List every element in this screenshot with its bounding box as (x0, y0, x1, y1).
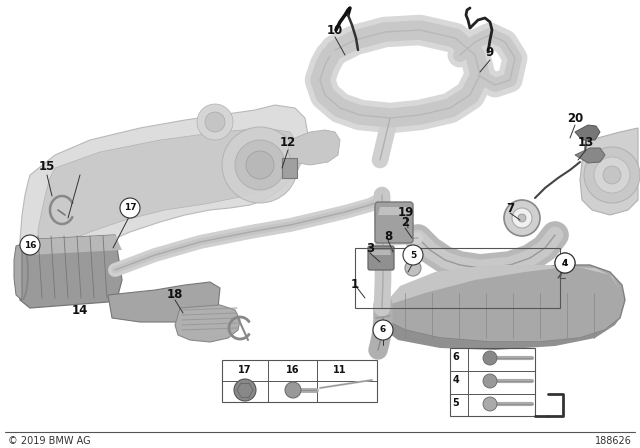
Circle shape (483, 351, 497, 365)
Circle shape (373, 320, 393, 340)
Text: 17: 17 (124, 203, 136, 212)
Text: 20: 20 (567, 112, 583, 125)
Circle shape (120, 198, 140, 218)
Polygon shape (382, 265, 620, 307)
Bar (222, 360, 377, 402)
Circle shape (234, 379, 256, 401)
Text: 4: 4 (562, 258, 568, 267)
Text: 3: 3 (366, 241, 374, 254)
Circle shape (504, 200, 540, 236)
Text: 6: 6 (380, 326, 386, 335)
Polygon shape (175, 305, 240, 342)
Polygon shape (378, 310, 620, 350)
Circle shape (603, 166, 621, 184)
Circle shape (518, 214, 526, 222)
Text: 6: 6 (452, 352, 460, 362)
Text: 5: 5 (410, 250, 416, 259)
Text: 13: 13 (578, 137, 594, 150)
Text: 2: 2 (401, 215, 409, 228)
Circle shape (483, 374, 497, 388)
Bar (450, 348, 535, 416)
Text: 17: 17 (238, 365, 252, 375)
Circle shape (584, 147, 640, 203)
Text: 14: 14 (72, 303, 88, 316)
Polygon shape (38, 128, 300, 250)
Polygon shape (580, 128, 638, 215)
Text: 16: 16 (24, 241, 36, 250)
Text: 5: 5 (452, 398, 460, 408)
Text: 9: 9 (486, 46, 494, 59)
Polygon shape (288, 130, 340, 165)
Text: 16: 16 (286, 365, 300, 375)
Polygon shape (108, 282, 220, 322)
Polygon shape (22, 235, 122, 255)
Text: 8: 8 (384, 231, 392, 244)
Polygon shape (18, 235, 122, 308)
Circle shape (285, 382, 301, 398)
Circle shape (197, 104, 233, 140)
Text: 12: 12 (280, 137, 296, 150)
Text: 11: 11 (333, 365, 347, 375)
Circle shape (555, 253, 575, 273)
Text: © 2019 BMW AG: © 2019 BMW AG (8, 436, 91, 446)
Text: 19: 19 (398, 206, 414, 219)
Bar (355, 248, 560, 308)
Circle shape (235, 140, 285, 190)
Circle shape (205, 112, 225, 132)
Circle shape (512, 208, 532, 228)
Polygon shape (14, 244, 22, 300)
Text: 15: 15 (39, 160, 55, 173)
Text: 188626: 188626 (595, 436, 632, 446)
Circle shape (20, 235, 40, 255)
Circle shape (222, 127, 298, 203)
Text: 4: 4 (452, 375, 460, 385)
Circle shape (555, 253, 575, 273)
Circle shape (594, 157, 630, 193)
Text: 7: 7 (506, 202, 514, 215)
Polygon shape (378, 207, 410, 215)
Circle shape (483, 397, 497, 411)
Polygon shape (575, 148, 605, 163)
Bar (282, 158, 297, 178)
Text: 18: 18 (167, 289, 183, 302)
Circle shape (403, 245, 423, 265)
FancyBboxPatch shape (375, 202, 413, 243)
FancyBboxPatch shape (368, 246, 394, 270)
Polygon shape (371, 250, 391, 255)
Text: 1: 1 (351, 279, 359, 292)
Circle shape (246, 151, 274, 179)
Text: 10: 10 (327, 23, 343, 36)
Polygon shape (20, 105, 308, 278)
Circle shape (405, 260, 421, 276)
Text: 4: 4 (562, 258, 568, 267)
Polygon shape (378, 265, 625, 342)
Polygon shape (575, 125, 600, 140)
